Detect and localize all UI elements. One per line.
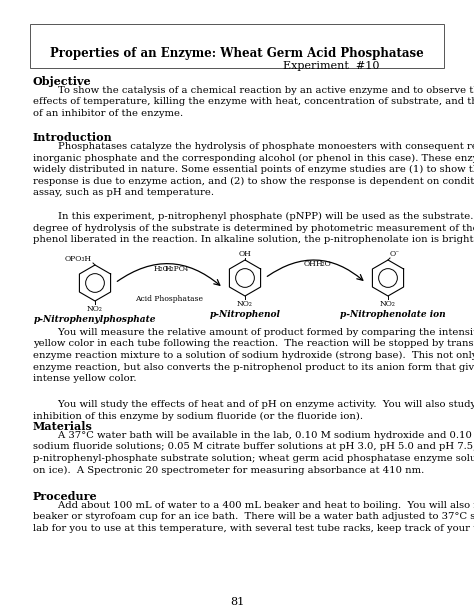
Text: Procedure: Procedure xyxy=(33,491,98,502)
Text: H₂O: H₂O xyxy=(316,260,331,268)
Text: You will measure the relative amount of product formed by comparing the intensit: You will measure the relative amount of … xyxy=(33,328,474,383)
Text: OPO₃H: OPO₃H xyxy=(65,255,92,263)
Text: O⁻: O⁻ xyxy=(390,250,400,258)
Text: p-Nitrophenol: p-Nitrophenol xyxy=(210,310,281,319)
Text: Properties of an Enzyme: Wheat Germ Acid Phosphatase: Properties of an Enzyme: Wheat Germ Acid… xyxy=(50,47,424,60)
Text: H₂PO₄: H₂PO₄ xyxy=(165,265,189,273)
Text: Objective: Objective xyxy=(33,76,91,87)
FancyBboxPatch shape xyxy=(30,24,444,68)
Text: In this experiment, p-nitrophenyl phosphate (pNPP) will be used as the substrate: In this experiment, p-nitrophenyl phosph… xyxy=(33,212,474,244)
Text: 81: 81 xyxy=(230,597,244,607)
Text: p-Nitrophenolate ion: p-Nitrophenolate ion xyxy=(340,310,446,319)
Text: Phosphatases catalyze the hydrolysis of phosphate monoesters with consequent rel: Phosphatases catalyze the hydrolysis of … xyxy=(33,142,474,197)
Text: Add about 100 mL of water to a 400 mL beaker and heat to boiling.  You will also: Add about 100 mL of water to a 400 mL be… xyxy=(33,501,474,533)
Text: Experiment  #10: Experiment #10 xyxy=(283,61,380,71)
Text: A 37°C water bath will be available in the lab, 0.10 M sodium hydroxide and 0.10: A 37°C water bath will be available in t… xyxy=(33,431,474,474)
Text: Introduction: Introduction xyxy=(33,132,113,143)
Text: NO₂: NO₂ xyxy=(380,300,396,308)
Text: To show the catalysis of a chemical reaction by an active enzyme and to observe : To show the catalysis of a chemical reac… xyxy=(33,86,474,118)
Text: OH: OH xyxy=(304,260,317,268)
Text: Materials: Materials xyxy=(33,421,93,432)
Text: NO₂: NO₂ xyxy=(87,305,103,313)
Text: p-Nitrophenylphosphate: p-Nitrophenylphosphate xyxy=(34,315,156,324)
Text: Acid Phosphatase: Acid Phosphatase xyxy=(135,295,203,303)
Text: OH: OH xyxy=(238,250,251,258)
Text: You will study the effects of heat and of pH on enzyme activity.  You will also : You will study the effects of heat and o… xyxy=(33,400,474,421)
Text: H₂O: H₂O xyxy=(153,265,169,273)
Text: NO₂: NO₂ xyxy=(237,300,253,308)
